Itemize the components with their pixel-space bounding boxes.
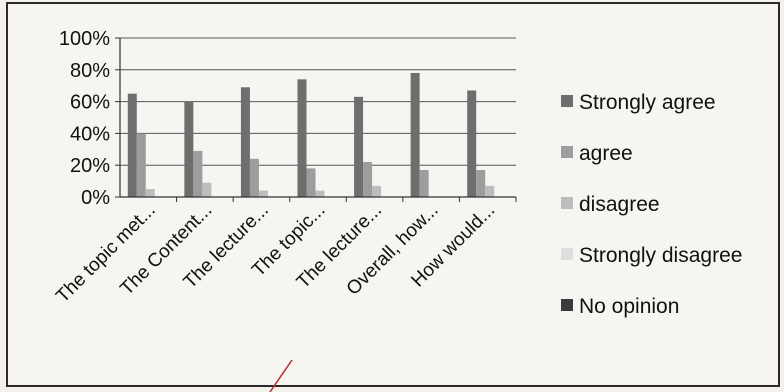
bar (476, 169, 486, 197)
bar (315, 190, 325, 197)
bar (363, 162, 373, 197)
bar (249, 158, 259, 197)
x-category-label: The topic met... (52, 200, 159, 307)
y-tick-labels: 0% 20% 40% 60% 80% 100% (59, 28, 110, 209)
legend-label: Strongly disagree (579, 244, 742, 267)
bars (127, 72, 495, 197)
legend-label: Strongly agree (579, 91, 716, 114)
y-tick-label: 0% (81, 187, 110, 209)
y-tick-label: 40% (70, 123, 110, 145)
y-tick-label: 100% (59, 28, 110, 50)
bar (297, 79, 307, 197)
legend-swatch (561, 146, 573, 158)
y-tick-label: 80% (70, 60, 110, 82)
legend: Strongly agree agree disagree Strongly disa… (561, 91, 742, 318)
bar (127, 93, 137, 197)
bar (202, 182, 212, 197)
bar (410, 72, 420, 197)
pen-mark (269, 359, 293, 392)
legend-label: No opinion (579, 295, 679, 318)
legend-swatch (561, 299, 573, 311)
bar (419, 169, 429, 197)
legend-swatch (561, 95, 573, 107)
y-tick-label: 20% (70, 155, 110, 177)
bar (372, 185, 382, 197)
bar (240, 87, 250, 197)
bar (258, 190, 268, 197)
bar (184, 101, 194, 197)
bar (485, 185, 495, 197)
bar (145, 189, 155, 197)
bar (193, 150, 203, 197)
x-tick-labels: The topic met...The Content...The lectur… (52, 200, 499, 307)
legend-label: agree (579, 142, 633, 165)
bar (354, 96, 364, 197)
legend-label: disagree (579, 193, 660, 216)
bar (467, 90, 477, 197)
bar (306, 168, 316, 197)
gridlines (120, 37, 516, 166)
y-tick-label: 60% (70, 92, 110, 114)
axes (115, 37, 517, 202)
legend-swatch (561, 248, 573, 260)
legend-swatch (561, 197, 573, 209)
bar (136, 133, 146, 197)
